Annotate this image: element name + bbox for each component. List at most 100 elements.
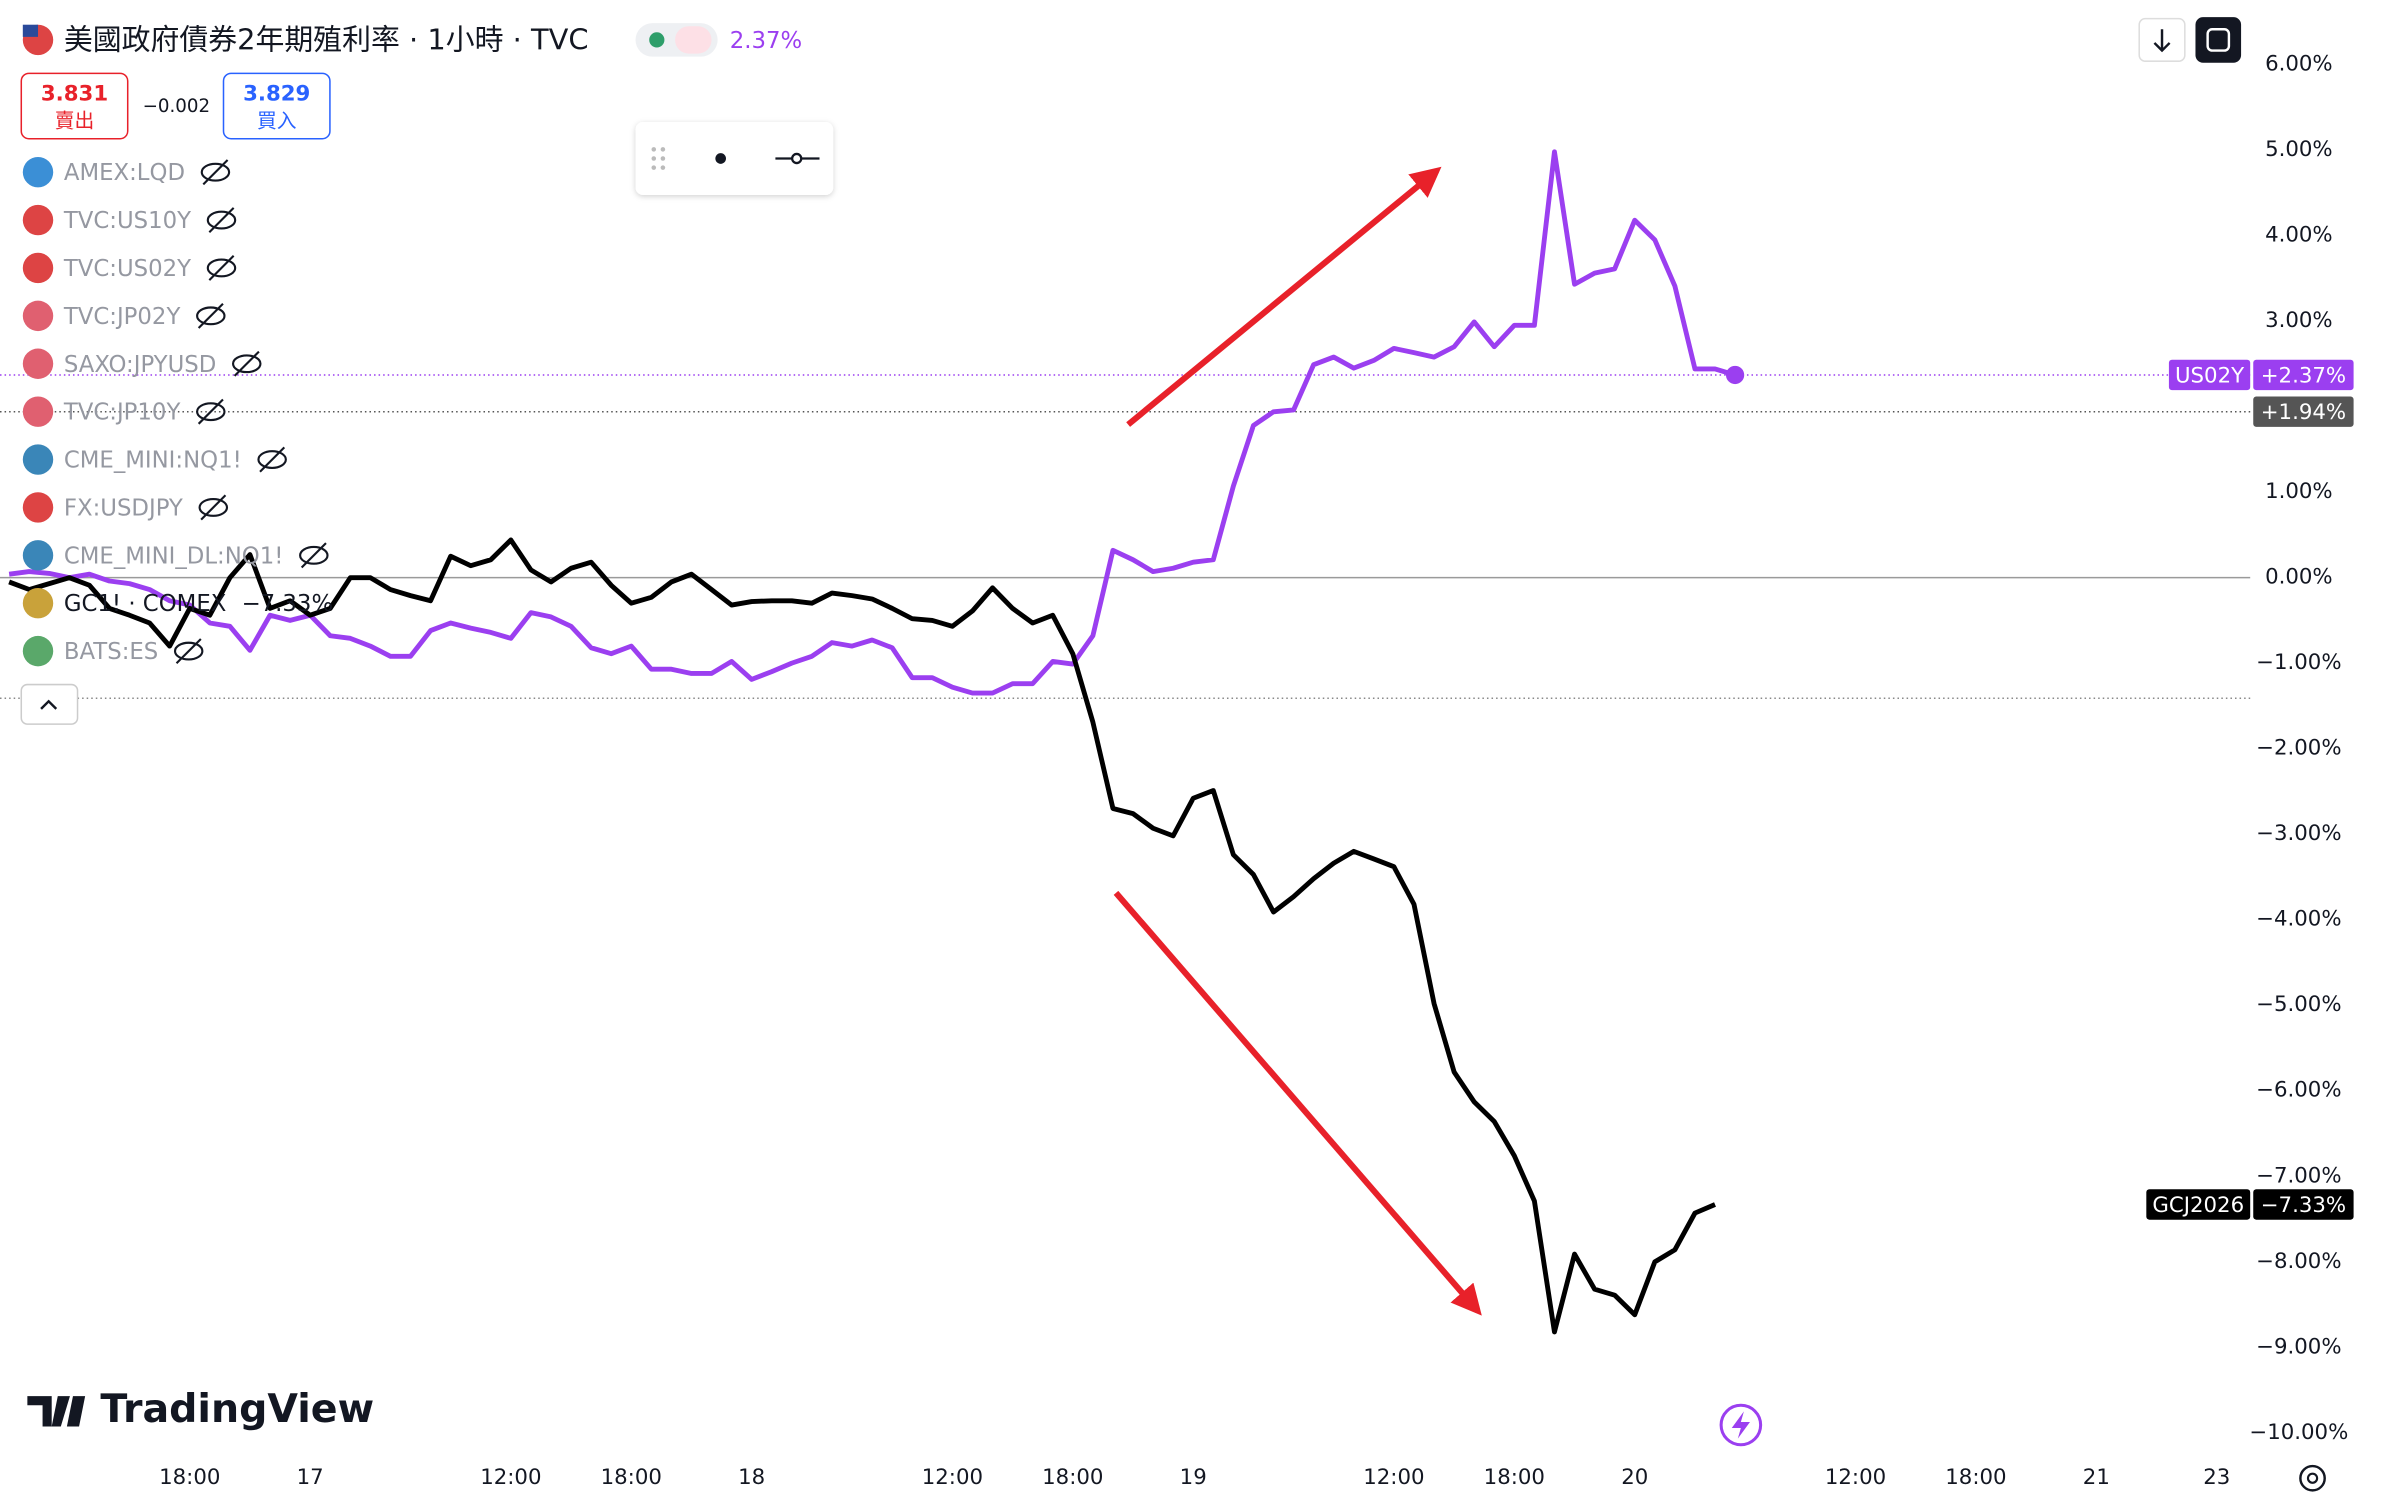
floating-toolbar: [635, 122, 834, 195]
series-tag-name: US02Y: [2175, 363, 2245, 388]
settings-icon: [2306, 1472, 2319, 1484]
eye-slash: [175, 638, 202, 665]
eye-slash: [200, 494, 227, 521]
logo-mark: [27, 1396, 86, 1427]
series-last-label: +2.37%: [2261, 363, 2346, 388]
x-tick-label: 18: [738, 1465, 765, 1490]
y-tick-label: −8.00%: [2256, 1249, 2341, 1274]
title: 美國政府債券2年期殖利率 · 1小時 · TVC: [64, 22, 589, 56]
symbol-name: CME_MINI:NQ1!: [64, 448, 242, 474]
hidden-eye-icon[interactable]: [196, 302, 226, 329]
fullscreen-icon: [2206, 28, 2231, 52]
y-tick-label: −5.00%: [2256, 992, 2341, 1017]
symbol-icon: [22, 635, 54, 667]
branding: TradingView: [100, 1386, 374, 1432]
eye-slash: [202, 159, 229, 186]
collapse-button[interactable]: [20, 683, 79, 725]
flash-icon[interactable]: [1719, 1403, 1763, 1447]
symbol-icon: [22, 588, 54, 619]
arrow-up: [1126, 166, 1442, 427]
eye-slash: [259, 446, 286, 473]
eye-slash: [197, 302, 224, 329]
x-tick-label: 18:00: [1484, 1465, 1545, 1490]
series-tag: [2146, 1189, 2251, 1220]
dot-tool[interactable]: [715, 153, 726, 164]
hidden-eye-icon[interactable]: [173, 638, 204, 665]
symbol-name: TVC:JP02Y: [63, 304, 181, 330]
header-change: 2.37%: [730, 28, 802, 54]
price-tag-label: +1.94%: [2261, 400, 2346, 425]
hidden-eye-icon[interactable]: [232, 350, 262, 377]
eye-slash: [300, 542, 327, 569]
series-line: [8, 537, 1716, 1335]
plot: 6.00%5.00%4.00%3.00%2.00%1.00%0.00%−1.00…: [0, 52, 2354, 1490]
fullscreen-button[interactable]: [2195, 17, 2242, 63]
eye-shape: [206, 258, 237, 278]
y-tick-label: 1.00%: [2265, 479, 2333, 504]
hidden-eye-icon[interactable]: [257, 446, 287, 473]
hidden-eye-icon[interactable]: [206, 255, 237, 281]
hidden-eye-icon[interactable]: [200, 159, 231, 186]
x-tick-label: 12:00: [1825, 1465, 1886, 1490]
eye-slash: [208, 207, 235, 233]
eye-shape: [198, 498, 229, 517]
series-last-label: −7.33%: [2261, 1193, 2346, 1218]
x-tick-label: 19: [1180, 1465, 1207, 1490]
eye-shape: [196, 306, 226, 326]
eye-shape: [173, 641, 204, 661]
hidden-eye-icon[interactable]: [206, 207, 237, 233]
symbol-name: CME_MINI_DL:NQ1!: [64, 543, 284, 569]
collapse-icon: [40, 699, 58, 710]
x-tick-label: 21: [2083, 1465, 2110, 1490]
hidden-eye-icon[interactable]: [198, 494, 229, 521]
x-tick-label: 20: [1621, 1465, 1648, 1490]
x-tick-label: 23: [2203, 1465, 2230, 1490]
series-tag: [2253, 1189, 2354, 1220]
arrow-down: [1113, 890, 1482, 1316]
eye-slash: [208, 255, 235, 281]
eye-shape: [257, 450, 287, 469]
flash-icon: [1731, 1411, 1750, 1439]
series-line: [8, 149, 1736, 696]
price-tag: [2253, 396, 2354, 427]
x-tick-label: 17: [297, 1465, 324, 1490]
line-tool[interactable]: [775, 152, 820, 165]
eye-shape: [299, 545, 329, 565]
symbol-legend: AMEX:LQD TVC:US10Y TVC:US02Y TVC:JP02Y SAXO:…: [22, 156, 334, 667]
y-tick-label: −7.00%: [2256, 1163, 2341, 1188]
eye-shape: [200, 162, 231, 182]
symbol-change: −7.33%: [242, 591, 334, 617]
y-tick-label: 6.00%: [2265, 52, 2333, 77]
buy-price: 3.829: [243, 82, 310, 107]
symbol-icon: [22, 444, 54, 475]
hidden-eye-icon[interactable]: [196, 398, 226, 425]
series-tag: [2253, 359, 2354, 391]
symbol-icon: [22, 204, 54, 236]
x-tick-label: 18:00: [1945, 1465, 2006, 1490]
y-tick-label: −1.00%: [2256, 650, 2341, 675]
buy-button[interactable]: [222, 72, 331, 140]
status-icon: [675, 26, 712, 54]
symbol-icon: [22, 540, 54, 571]
symbol-icon: [22, 156, 54, 188]
symbol-name: AMEX:LQD: [64, 160, 185, 186]
x-tick-label: 12:00: [922, 1465, 983, 1490]
hidden-eye-icon[interactable]: [299, 542, 329, 569]
eye-shape: [196, 402, 226, 422]
symbol-name: TVC:US10Y: [63, 208, 191, 234]
settings-icon[interactable]: [2299, 1464, 2326, 1492]
flag-icon: [22, 24, 39, 37]
drag-handle[interactable]: [651, 147, 666, 170]
symbol-icon: [22, 492, 54, 523]
y-tick-label: −6.00%: [2256, 1078, 2341, 1103]
series-tag-name: GCJ2026: [2152, 1193, 2244, 1218]
symbol-icon: [22, 300, 54, 332]
spread: −0.002: [143, 96, 210, 117]
symbol-name: BATS:ES: [64, 639, 158, 665]
sell-button[interactable]: [20, 72, 129, 140]
y-tick-label: −3.00%: [2256, 821, 2341, 846]
symbol-name: SAXO:JPYUSD: [64, 352, 216, 378]
